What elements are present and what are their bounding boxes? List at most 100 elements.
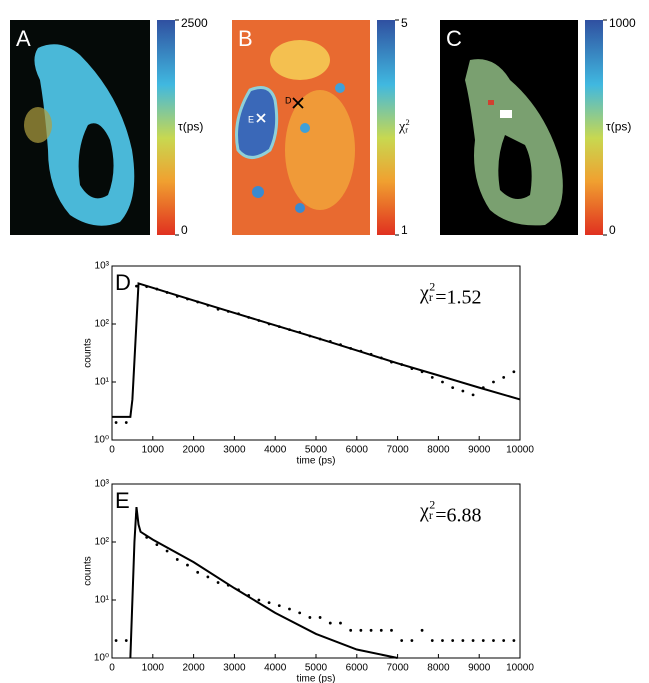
y-tick-label: 10³ [95,261,110,272]
data-point [257,319,261,322]
data-point [410,639,414,642]
data-point [461,639,465,642]
label-symbol: χ [419,282,429,304]
x-tick-label: 7000 [386,663,409,674]
fit-line [112,282,521,418]
y-tick-label: 10⁰ [94,653,109,664]
panel-label: D [115,270,131,295]
data-point [267,322,271,326]
label-symbol: χ [419,500,429,522]
data-point [247,594,251,597]
colorbar [585,20,603,235]
data-point [135,284,138,288]
data-point [288,607,291,611]
y-tick-label: 10¹ [95,377,110,388]
x-tick-label: 6000 [346,663,369,674]
data-point [247,315,251,319]
data-point [145,536,149,539]
data-point [369,352,373,356]
panel-label: E [115,488,130,513]
image-a [10,20,150,235]
colorbar-tick-label: 1 [401,223,408,237]
data-point [124,421,128,424]
data-point [288,328,291,332]
x-tick-label: 5000 [305,445,328,456]
colorbar-tick-label: 0 [181,223,188,237]
data-point [308,616,312,619]
x-axis-label: time (ps) [297,674,336,683]
data-point [420,628,424,632]
x-tick-label: 5000 [305,663,328,674]
data-point [114,421,118,424]
colorbar-tick-label: 0 [609,223,616,237]
data-point [420,370,424,374]
y-tick-label: 10² [95,537,110,548]
data-point [349,628,353,632]
label-sup: 2 [429,497,435,511]
label-sup: 2 [429,279,435,293]
annotation: χr2=6.88 [419,497,482,526]
y-tick-label: 10¹ [95,595,110,606]
data-point [186,297,189,301]
data-point [339,621,342,625]
data-point [502,639,506,642]
data-point [165,291,169,294]
data-point [390,628,393,632]
marker-label: E [248,114,254,124]
data-point [298,330,302,334]
data-point [206,303,210,307]
data-point [349,346,353,350]
x-tick-label: 8000 [427,445,450,456]
data-point [410,367,414,371]
colorbar-label: τ(ps) [606,120,631,134]
image-b [232,20,370,235]
x-tick-label: 4000 [264,663,287,674]
data-point [237,588,240,592]
x-tick-label: 2000 [182,445,205,456]
data-point [216,307,220,311]
data-point [390,360,393,364]
data-point [441,639,444,642]
fit-line [129,506,398,659]
label-text: =6.88 [435,504,481,526]
data-point [124,639,128,642]
data-point [502,376,506,379]
data-point [298,611,302,615]
x-tick-label: 2000 [182,663,205,674]
data-point [267,601,271,605]
data-point [257,598,261,602]
y-axis-label: counts [83,338,94,367]
y-axis-label: counts [83,556,94,585]
data-point [145,285,149,289]
data-point [114,639,118,642]
data-point [481,386,485,390]
y-tick-label: 10² [95,319,110,330]
data-point [441,380,444,384]
data-point [328,340,332,343]
x-tick-label: 9000 [468,445,491,456]
data-point [308,334,312,338]
data-point [135,512,138,516]
label-text: =1.52 [435,286,481,308]
panel-label: A [16,26,31,51]
x-tick-label: 6000 [346,445,369,456]
data-point [369,628,373,632]
data-point [512,639,516,642]
data-point [379,628,383,632]
data-point [226,583,230,587]
data-point [492,380,495,384]
data-point [175,294,179,298]
data-point [186,563,189,567]
x-tick-label: 1000 [142,663,165,674]
colorbar-label: χr2 [398,118,410,135]
label-sub: r [405,125,408,134]
data-point [196,300,200,304]
x-tick-label: 0 [109,663,115,674]
data-point [165,549,169,553]
y-tick-label: 10⁰ [94,435,109,446]
annotation: χr2=1.52 [419,279,482,308]
data-point [175,558,179,561]
colorbar [377,20,395,235]
data-point [430,639,434,642]
panel-label: B [238,26,253,51]
